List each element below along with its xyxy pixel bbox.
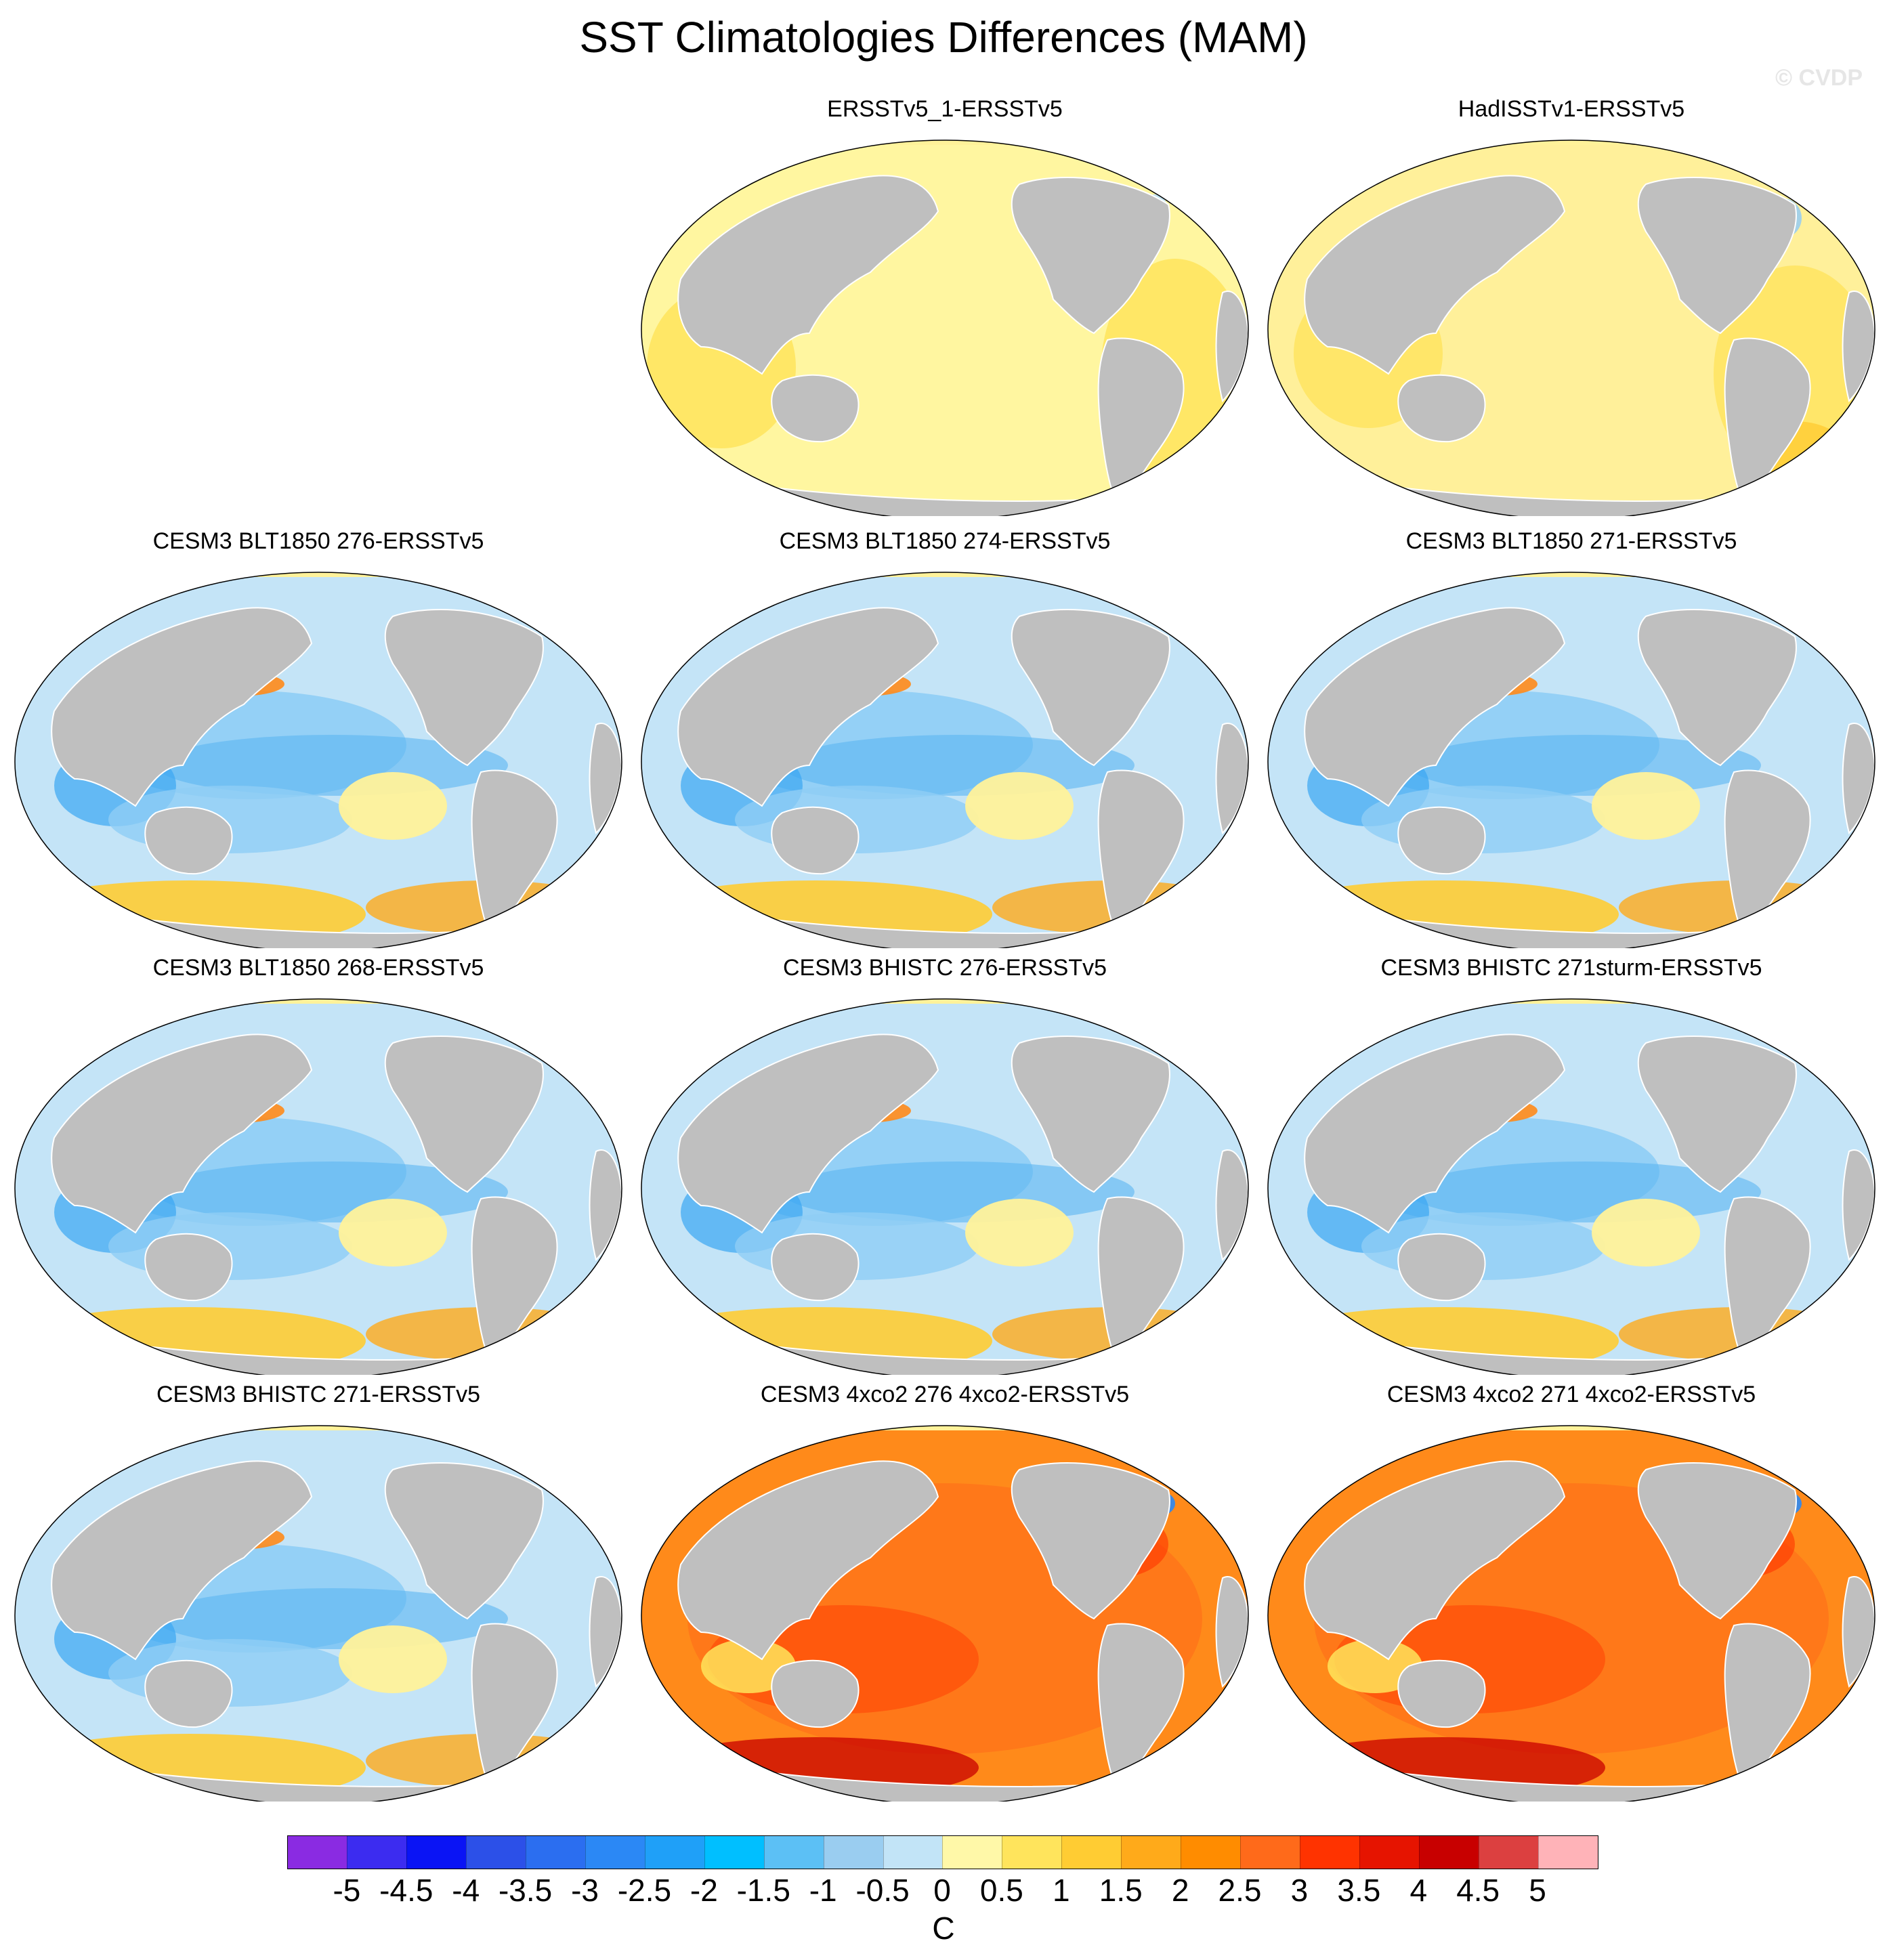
map-border	[1267, 572, 1875, 948]
colorbar-tick-label: 1	[1053, 1873, 1070, 1908]
land-mask	[40, 1460, 622, 1802]
colorbar-cell	[1300, 1836, 1360, 1869]
colorbar-cell	[1359, 1836, 1420, 1869]
watermark: © CVDP	[1775, 65, 1863, 91]
colorbar-cell	[1002, 1836, 1062, 1869]
land-mask	[1293, 175, 1875, 516]
figure-title: SST Climatologies Differences (MAM)	[579, 13, 1308, 62]
land-mask	[666, 1460, 1248, 1802]
map-border	[14, 998, 622, 1375]
colorbar-cell	[1181, 1836, 1241, 1869]
panel-title: CESM3 BHISTC 276-ERSSTv5	[782, 955, 1107, 981]
colorbar-tick-label: -0.5	[855, 1873, 910, 1908]
colorbar-tick-label: 2	[1171, 1873, 1189, 1908]
colorbar-cell	[1479, 1836, 1539, 1869]
colorbar-tick-label: -2.5	[617, 1873, 672, 1908]
colorbar-tick-label: -2	[690, 1873, 718, 1908]
panel-title: CESM3 BHISTC 271-ERSSTv5	[156, 1382, 481, 1407]
map-svg	[641, 1425, 1249, 1802]
colorbar-cell	[942, 1836, 1002, 1869]
colorbar-tick-label: 4.5	[1456, 1873, 1500, 1908]
map-panel: CESM3 BLT1850 268-ERSSTv5	[10, 955, 627, 1375]
colorbar-cell	[704, 1836, 764, 1869]
colorbar-cell	[1419, 1836, 1479, 1869]
map-border	[641, 140, 1249, 516]
colorbar-cell	[585, 1836, 645, 1869]
map-panel: CESM3 BHISTC 271sturm-ERSSTv5	[1263, 955, 1880, 1375]
colorbar-cell	[288, 1836, 347, 1869]
panel-title: CESM3 BLT1850 276-ERSSTv5	[152, 528, 484, 554]
colorbar-tick-label: 4	[1409, 1873, 1428, 1908]
colorbar-tick-label: 5	[1529, 1873, 1546, 1908]
colorbar-tick-label: 3	[1290, 1873, 1309, 1908]
map-svg	[641, 572, 1249, 948]
map-border	[641, 998, 1249, 1375]
panel-title: HadISSTv1-ERSSTv5	[1458, 96, 1685, 122]
colorbar-tick-label: -1.5	[736, 1873, 790, 1908]
map-border	[641, 1425, 1249, 1802]
colorbar-cell	[525, 1836, 585, 1869]
colorbar-cell	[883, 1836, 943, 1869]
colorbar-labels: -5 -4.5 -4 -3.5 -3 -2.5 -2 -1.5 -1 -0.5 0 0.5 1 1.5 2 2…	[287, 1872, 1597, 1913]
colorbar-tick-label: -3	[571, 1873, 599, 1908]
colorbar-cell	[823, 1836, 883, 1869]
map-panel: CESM3 BHISTC 271-ERSSTv5	[10, 1382, 627, 1802]
map-svg	[641, 998, 1249, 1375]
panel-title: ERSSTv5_1-ERSSTv5	[827, 96, 1063, 122]
map-svg	[14, 1425, 622, 1802]
colorbar-tick-label: -3.5	[498, 1873, 553, 1908]
colorbar-tick-label: -4	[452, 1873, 480, 1908]
land-mask	[666, 175, 1248, 516]
map-svg	[14, 998, 622, 1375]
map-border	[14, 1425, 622, 1802]
colorbar-cell	[1538, 1836, 1598, 1869]
colorbar-cell	[1240, 1836, 1300, 1869]
panel-title: CESM3 BLT1850 271-ERSSTv5	[1405, 528, 1737, 554]
map-panel: CESM3 BLT1850 271-ERSSTv5	[1263, 528, 1880, 948]
map-border	[1267, 140, 1875, 516]
map-svg	[14, 572, 622, 948]
colorbar-tick-label: 0	[933, 1873, 951, 1908]
colorbar-cell	[763, 1836, 824, 1869]
map-panel: CESM3 4xco2 276 4xco2-ERSSTv5	[637, 1382, 1253, 1802]
colorbar-cell	[1121, 1836, 1181, 1869]
colorbar-tick-label: 1.5	[1099, 1873, 1143, 1908]
map-svg	[1267, 1425, 1875, 1802]
colorbar-cell	[644, 1836, 704, 1869]
colorbar-cell	[346, 1836, 406, 1869]
colorbar-cell	[465, 1836, 526, 1869]
colorbar-tick-label: 3.5	[1337, 1873, 1381, 1908]
colorbar-units: C	[932, 1911, 955, 1946]
panel-title: CESM3 4xco2 276 4xco2-ERSSTv5	[760, 1382, 1130, 1407]
map-panel: HadISSTv1-ERSSTv5	[1263, 96, 1880, 516]
map-panel: CESM3 BHISTC 276-ERSSTv5	[637, 955, 1253, 1375]
map-panel: CESM3 BLT1850 274-ERSSTv5	[637, 528, 1253, 948]
map-panel: ERSSTv5_1-ERSSTv5	[637, 96, 1253, 516]
panel-title: CESM3 4xco2 271 4xco2-ERSSTv5	[1386, 1382, 1756, 1407]
map-svg	[1267, 140, 1875, 516]
map-svg	[641, 140, 1249, 516]
colorbar-tick-label: 2.5	[1218, 1873, 1262, 1908]
panel-title: CESM3 BHISTC 271sturm-ERSSTv5	[1380, 955, 1762, 981]
colorbar-tick-label: -4.5	[379, 1873, 433, 1908]
colorbar-tick-label: 0.5	[979, 1873, 1023, 1908]
map-panel: CESM3 4xco2 271 4xco2-ERSSTv5	[1263, 1382, 1880, 1802]
colorbar-tick-label: -5	[333, 1873, 361, 1908]
map-border	[1267, 1425, 1875, 1802]
colorbar-cell	[406, 1836, 466, 1869]
panel-title: CESM3 BLT1850 274-ERSSTv5	[779, 528, 1111, 554]
map-panel: CESM3 BLT1850 276-ERSSTv5	[10, 528, 627, 948]
colorbar	[287, 1835, 1598, 1869]
map-border	[14, 572, 622, 948]
map-border	[1267, 998, 1875, 1375]
colorbar-cell	[1061, 1836, 1122, 1869]
panel-title: CESM3 BLT1850 268-ERSSTv5	[152, 955, 484, 981]
map-border	[641, 572, 1249, 948]
colorbar-tick-label: -1	[809, 1873, 837, 1908]
map-svg	[1267, 998, 1875, 1375]
map-svg	[1267, 572, 1875, 948]
